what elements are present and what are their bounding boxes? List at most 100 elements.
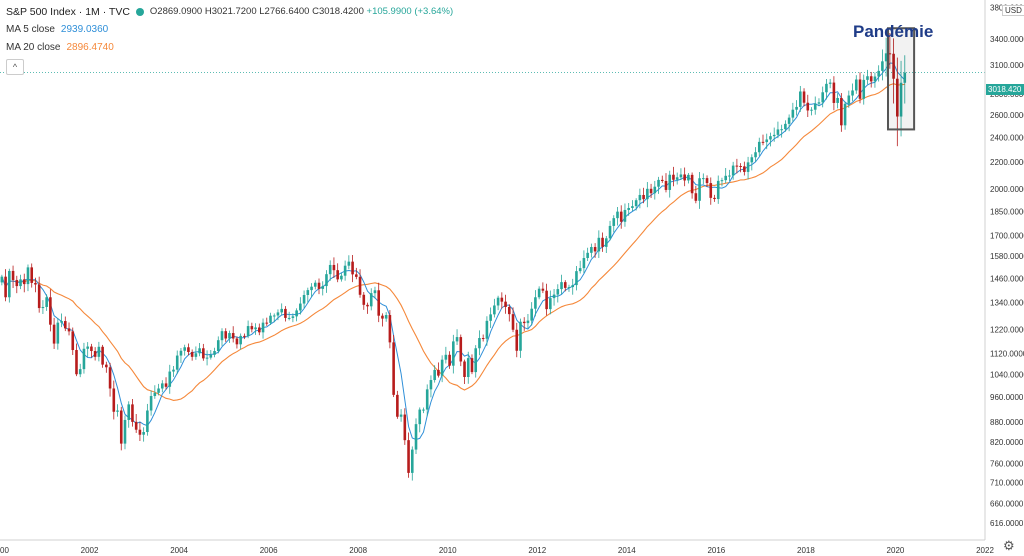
candle-body — [127, 404, 131, 420]
candle-body — [60, 321, 63, 323]
legend: S&P 500 Index · 1M · TVC O2869.0900 H302… — [6, 3, 453, 75]
x-tick-label: 2022 — [976, 546, 994, 555]
candle-body — [164, 383, 168, 387]
candle-body — [873, 76, 877, 82]
x-tick-label: 2000 — [0, 546, 9, 555]
candle-body — [881, 61, 884, 71]
candle-body — [578, 268, 582, 272]
currency-label: USD — [1002, 5, 1024, 16]
candle-body — [787, 117, 791, 124]
candle-body — [295, 310, 298, 317]
candle-body — [19, 279, 22, 287]
candle-body — [82, 348, 86, 370]
y-tick-label: 880.0000 — [990, 418, 1024, 427]
candle-body — [299, 303, 302, 311]
candle-body — [224, 331, 228, 339]
candle-body — [784, 123, 787, 130]
candle-body — [638, 194, 642, 201]
x-tick-label: 2006 — [260, 546, 278, 555]
y-tick-label: 616.0000 — [990, 519, 1024, 528]
x-tick-label: 2020 — [887, 546, 905, 555]
candle-body — [616, 211, 619, 219]
candle-body — [757, 141, 761, 153]
candle-body — [877, 70, 880, 77]
candle-body — [511, 314, 515, 330]
candle-body — [142, 432, 145, 435]
candle-body — [362, 294, 366, 305]
candle-body — [30, 267, 34, 283]
candle-body — [597, 237, 601, 252]
candle-body — [213, 351, 216, 355]
candle-body — [254, 327, 257, 330]
candle-body — [731, 165, 735, 176]
candle-body — [119, 410, 123, 444]
symbol-title[interactable]: S&P 500 Index · 1M · TVC — [6, 6, 130, 18]
candle-body — [37, 284, 41, 309]
price-axis[interactable]: 616.0000 660.0000 710.0000 760.0000 820.0000… — [984, 0, 1024, 540]
candle-body — [384, 315, 388, 319]
candle-body — [739, 165, 742, 167]
candle-body — [690, 174, 694, 194]
candle-body — [399, 414, 403, 417]
candle-body — [728, 175, 731, 177]
candle-body — [716, 180, 720, 200]
candle-body — [15, 279, 19, 287]
candle-body — [612, 218, 616, 226]
change-text: +105.9900 (+3.64%) — [366, 6, 454, 17]
candle-body — [116, 410, 119, 412]
candle-body — [903, 72, 907, 83]
candle-body — [157, 388, 160, 393]
y-tick-label: 1700.0000 — [990, 231, 1024, 240]
candle-body — [183, 347, 186, 351]
y-tick-label: 1580.0000 — [990, 252, 1024, 261]
candle-body — [862, 79, 866, 99]
collapse-legend-button[interactable]: ^ — [6, 59, 24, 75]
ma5-legend[interactable]: MA 5 close 2939.0360 — [6, 21, 453, 39]
x-tick-label: 2016 — [707, 546, 725, 555]
candle-body — [466, 358, 470, 377]
time-axis[interactable]: 2000 2002 2004 2006 2008 2010 2012 2014 2016 2018… — [0, 539, 994, 555]
candle-body — [586, 252, 589, 259]
candle-body — [847, 95, 851, 104]
y-tick-label: 2000.0000 — [990, 185, 1024, 194]
candle-body — [52, 324, 56, 344]
candle-body — [175, 355, 179, 370]
y-tick-label: 1850.0000 — [990, 207, 1024, 216]
candle-body — [310, 286, 313, 291]
candle-body — [444, 354, 448, 360]
candle-body — [0, 276, 4, 283]
candle-body — [560, 282, 563, 290]
candle-body — [455, 337, 459, 342]
candle-body — [418, 409, 422, 425]
ma20-legend[interactable]: MA 20 close 2896.4740 — [6, 39, 453, 57]
gear-icon[interactable]: ⚙ — [1003, 538, 1015, 553]
candle-body — [675, 177, 679, 180]
candle-body — [291, 316, 295, 318]
candle-body — [101, 346, 104, 365]
candle-body — [769, 136, 772, 140]
candle-body — [343, 265, 347, 276]
candle-body — [336, 270, 339, 280]
candle-body — [216, 340, 220, 352]
candle-body — [619, 211, 623, 222]
pandemic-annotation: Pandémie — [853, 22, 934, 41]
y-tick-label: 1460.0000 — [990, 274, 1024, 283]
candle-body — [791, 109, 795, 118]
candle-body — [899, 82, 903, 117]
candle-body — [593, 247, 597, 252]
candle-body — [631, 206, 634, 208]
ma5-path — [1, 62, 906, 441]
candle-body — [340, 275, 343, 280]
candle-body — [325, 274, 328, 287]
candle-body — [351, 261, 354, 275]
candle-body — [836, 97, 839, 103]
candle-body — [287, 317, 291, 319]
candle-body — [519, 321, 522, 351]
candle-body — [276, 312, 280, 316]
candle-body — [146, 410, 149, 433]
candle-body — [332, 264, 336, 271]
candle-body — [660, 179, 664, 181]
candle-body — [235, 338, 239, 345]
